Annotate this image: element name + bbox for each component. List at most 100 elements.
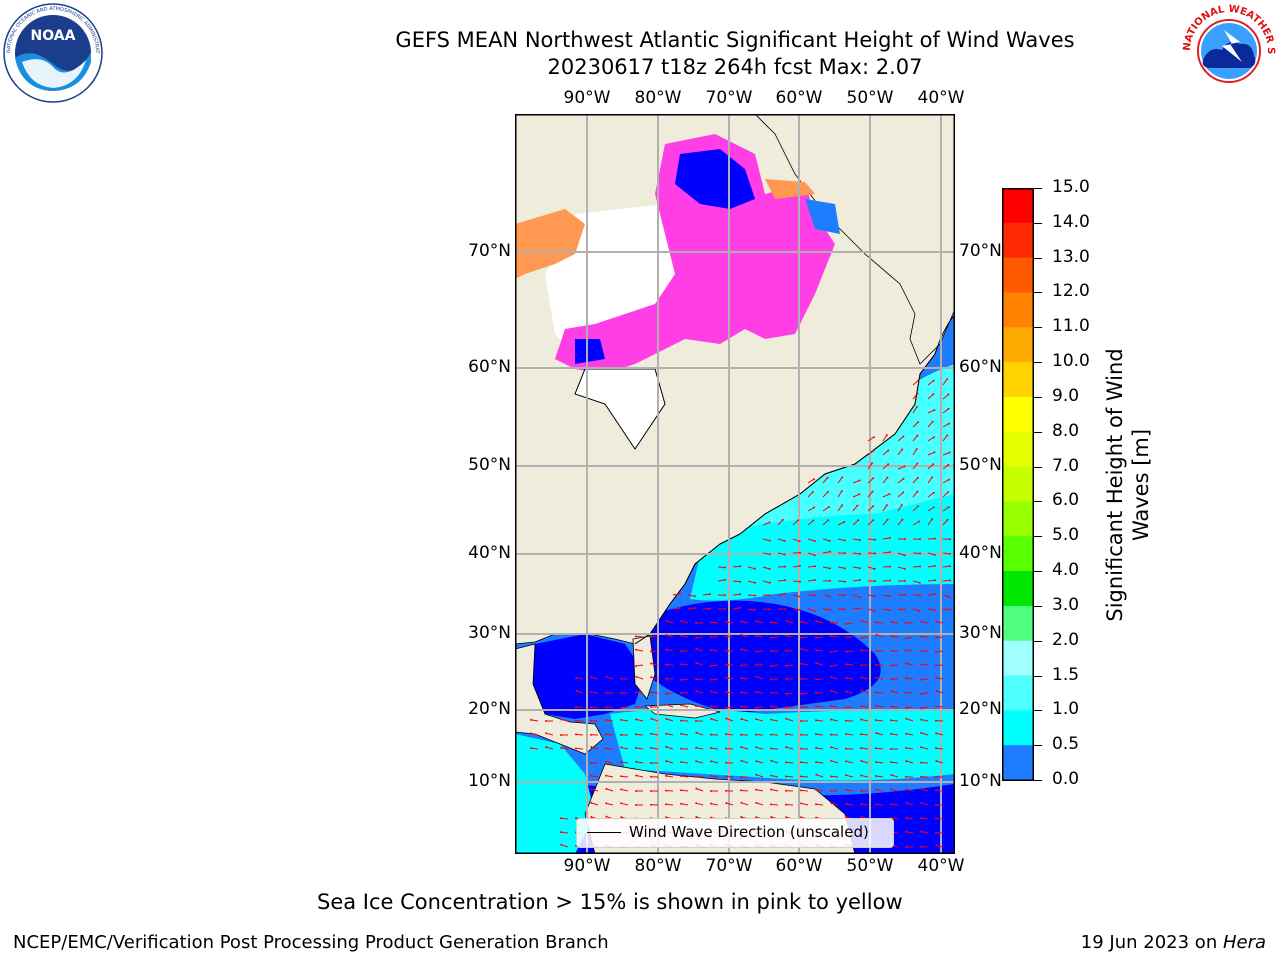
direction-arrow	[942, 423, 950, 428]
arrow-head	[845, 650, 847, 653]
arrow-head	[890, 732, 893, 735]
arrow-head	[935, 719, 937, 722]
arrow-head	[770, 691, 772, 694]
arrow-head	[875, 650, 877, 653]
arrow-head	[830, 665, 833, 668]
direction-arrow	[897, 449, 903, 456]
direction-arrow	[927, 436, 935, 442]
arrow-head	[904, 579, 906, 582]
arrow-head	[830, 718, 833, 721]
lat-label-left: 40°N	[468, 543, 511, 563]
arrow-head	[693, 595, 696, 598]
arrow-head	[890, 678, 892, 681]
colorbar-segment	[1002, 501, 1034, 537]
lat-label-left: 60°N	[468, 357, 511, 377]
direction-arrow	[666, 746, 674, 750]
direction-arrow	[912, 608, 920, 612]
direction-arrow	[927, 565, 935, 568]
colorbar-tick-mark	[1034, 222, 1042, 224]
arrow-head	[885, 434, 888, 437]
direction-arrow	[891, 733, 899, 736]
arrow-head	[935, 705, 937, 708]
sea-ice-high-concentration	[515, 209, 585, 279]
direction-arrow	[606, 788, 614, 792]
direction-arrow	[846, 733, 854, 736]
direction-arrow	[621, 761, 629, 764]
arrow-head	[530, 747, 533, 750]
direction-arrow	[867, 519, 874, 526]
direction-arrow	[666, 733, 674, 736]
arrow-head	[710, 790, 712, 792]
arrow-head	[948, 478, 951, 481]
arrow-head	[680, 663, 682, 666]
lon-label-top: 70°W	[705, 88, 753, 108]
arrow-head	[947, 407, 950, 410]
lon-label-bottom: 50°W	[846, 856, 894, 876]
direction-arrow	[852, 519, 859, 526]
direction-arrow	[777, 579, 786, 582]
arrow-head	[665, 732, 668, 735]
arrow-head	[650, 790, 652, 792]
arrow-head	[888, 551, 891, 554]
direction-arrow	[846, 677, 854, 680]
arrow-head	[560, 843, 563, 846]
colorbar-segment	[1002, 396, 1034, 433]
direction-arrow	[920, 663, 929, 666]
arrow-head	[920, 707, 923, 710]
arrow-head	[812, 519, 815, 522]
arrow-head	[932, 393, 935, 396]
direction-arrow	[605, 733, 614, 736]
arrow-head	[873, 567, 876, 570]
arrow-head	[905, 816, 908, 819]
legend-label: Wind Wave Direction (unscaled)	[629, 823, 869, 841]
arrow-head	[903, 554, 906, 557]
direction-arrow	[890, 719, 899, 722]
arrow-head	[545, 720, 547, 722]
direction-arrow	[927, 477, 933, 484]
lon-label-top: 80°W	[634, 88, 682, 108]
direction-arrow	[741, 802, 749, 806]
direction-arrow	[651, 676, 659, 680]
lat-label-right: 30°N	[959, 623, 1002, 643]
arrow-head	[739, 593, 741, 596]
colorbar-segment	[1002, 362, 1034, 398]
arrow-head	[918, 520, 920, 523]
direction-arrow	[891, 788, 899, 792]
direction-arrow	[912, 580, 920, 584]
direction-arrow	[741, 634, 749, 638]
arrow-head	[814, 594, 816, 597]
direction-arrow	[606, 761, 614, 764]
arrow-head	[605, 675, 608, 678]
direction-arrow	[666, 649, 674, 652]
direction-arrow	[786, 746, 794, 750]
direction-arrow	[912, 421, 919, 428]
arrow-head	[875, 664, 877, 666]
direction-arrow	[785, 733, 794, 736]
arrow-head	[798, 564, 801, 567]
arrow-head	[755, 760, 758, 763]
lat-label-right: 50°N	[959, 455, 1002, 475]
arrow-head	[800, 648, 803, 650]
direction-arrow	[927, 593, 935, 596]
arrow-head	[770, 718, 773, 721]
direction-arrow	[831, 664, 839, 667]
direction-arrow	[681, 620, 689, 624]
direction-arrow	[801, 663, 809, 666]
direction-arrow	[830, 635, 839, 638]
arrow-head	[680, 650, 682, 653]
arrow-head	[949, 608, 951, 611]
arrow-head	[948, 451, 951, 454]
direction-arrow	[755, 706, 764, 709]
direction-arrow	[741, 718, 749, 722]
arrow-head	[635, 665, 638, 667]
arrow-head	[635, 760, 638, 763]
direction-arrow	[747, 594, 756, 596]
arrow-head	[840, 490, 843, 493]
direction-arrow	[936, 690, 944, 694]
arrow-head	[872, 477, 875, 480]
arrow-head	[872, 505, 875, 508]
direction-arrow	[665, 692, 674, 695]
direction-arrow	[777, 538, 785, 542]
arrow-head	[845, 760, 848, 763]
arrow-head	[875, 676, 878, 679]
